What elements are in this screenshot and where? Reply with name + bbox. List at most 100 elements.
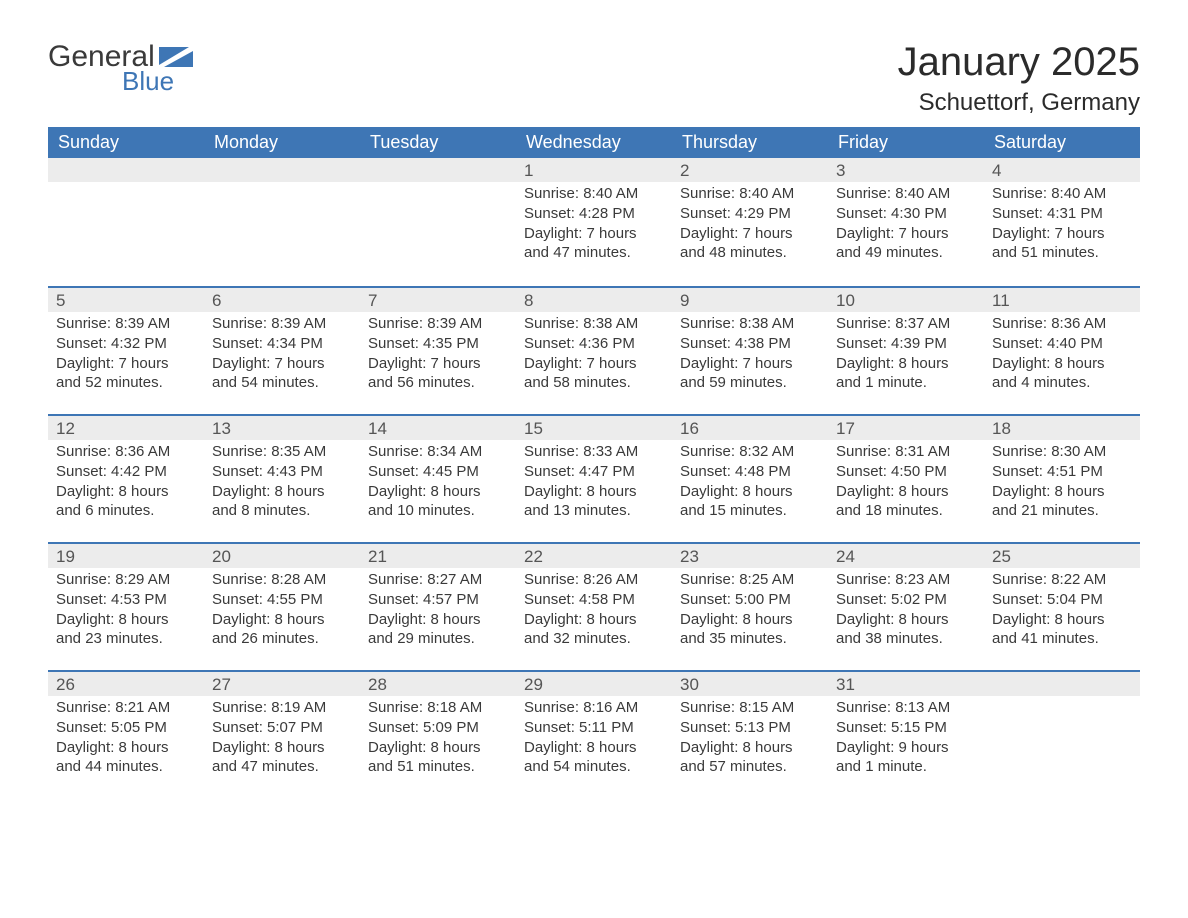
sunset-line: Sunset: 5:04 PM — [992, 590, 1140, 610]
sunrise-line: Sunrise: 8:40 AM — [524, 184, 672, 204]
day-body: Sunrise: 8:16 AMSunset: 5:11 PMDaylight:… — [516, 696, 672, 785]
day-number: 22 — [516, 544, 672, 568]
day-number: 2 — [672, 158, 828, 182]
daylight-line-2: and 35 minutes. — [680, 629, 828, 649]
daylight-line-1: Daylight: 8 hours — [524, 738, 672, 758]
day-body: Sunrise: 8:34 AMSunset: 4:45 PMDaylight:… — [360, 440, 516, 529]
day-body: Sunrise: 8:40 AMSunset: 4:29 PMDaylight:… — [672, 182, 828, 271]
day-number: 29 — [516, 672, 672, 696]
sunrise-line: Sunrise: 8:32 AM — [680, 442, 828, 462]
daylight-line-2: and 8 minutes. — [212, 501, 360, 521]
daylight-line-2: and 54 minutes. — [212, 373, 360, 393]
sunset-line: Sunset: 4:29 PM — [680, 204, 828, 224]
daylight-line-2: and 18 minutes. — [836, 501, 984, 521]
day-body: Sunrise: 8:29 AMSunset: 4:53 PMDaylight:… — [48, 568, 204, 657]
day-body: Sunrise: 8:27 AMSunset: 4:57 PMDaylight:… — [360, 568, 516, 657]
day-cell: 14Sunrise: 8:34 AMSunset: 4:45 PMDayligh… — [360, 416, 516, 542]
day-body: Sunrise: 8:23 AMSunset: 5:02 PMDaylight:… — [828, 568, 984, 657]
sunset-line: Sunset: 4:47 PM — [524, 462, 672, 482]
weekday-header-row: Sunday Monday Tuesday Wednesday Thursday… — [48, 127, 1140, 158]
day-body: Sunrise: 8:32 AMSunset: 4:48 PMDaylight:… — [672, 440, 828, 529]
weekday-header: Wednesday — [516, 127, 672, 158]
calendar: Sunday Monday Tuesday Wednesday Thursday… — [48, 127, 1140, 798]
daylight-line-1: Daylight: 7 hours — [56, 354, 204, 374]
sunset-line: Sunset: 5:13 PM — [680, 718, 828, 738]
daylight-line-2: and 13 minutes. — [524, 501, 672, 521]
sunset-line: Sunset: 5:09 PM — [368, 718, 516, 738]
daylight-line-1: Daylight: 7 hours — [524, 224, 672, 244]
week-row: 19Sunrise: 8:29 AMSunset: 4:53 PMDayligh… — [48, 542, 1140, 670]
weekday-header: Sunday — [48, 127, 204, 158]
day-number: 1 — [516, 158, 672, 182]
daylight-line-2: and 51 minutes. — [368, 757, 516, 777]
daylight-line-1: Daylight: 8 hours — [992, 354, 1140, 374]
sunrise-line: Sunrise: 8:27 AM — [368, 570, 516, 590]
logo-flag-icon — [159, 47, 193, 67]
sunrise-line: Sunrise: 8:40 AM — [992, 184, 1140, 204]
day-body: Sunrise: 8:40 AMSunset: 4:30 PMDaylight:… — [828, 182, 984, 271]
sunset-line: Sunset: 4:50 PM — [836, 462, 984, 482]
day-cell — [204, 158, 360, 286]
sunset-line: Sunset: 5:07 PM — [212, 718, 360, 738]
day-number: 11 — [984, 288, 1140, 312]
daylight-line-2: and 32 minutes. — [524, 629, 672, 649]
sunset-line: Sunset: 5:11 PM — [524, 718, 672, 738]
sunset-line: Sunset: 4:35 PM — [368, 334, 516, 354]
day-number: 16 — [672, 416, 828, 440]
day-number: 27 — [204, 672, 360, 696]
day-body: Sunrise: 8:40 AMSunset: 4:31 PMDaylight:… — [984, 182, 1140, 271]
sunrise-line: Sunrise: 8:28 AM — [212, 570, 360, 590]
day-number: 9 — [672, 288, 828, 312]
day-body: Sunrise: 8:30 AMSunset: 4:51 PMDaylight:… — [984, 440, 1140, 529]
day-body: Sunrise: 8:39 AMSunset: 4:32 PMDaylight:… — [48, 312, 204, 401]
day-body: Sunrise: 8:33 AMSunset: 4:47 PMDaylight:… — [516, 440, 672, 529]
daylight-line-1: Daylight: 9 hours — [836, 738, 984, 758]
day-number: 17 — [828, 416, 984, 440]
daylight-line-1: Daylight: 8 hours — [56, 482, 204, 502]
day-cell: 24Sunrise: 8:23 AMSunset: 5:02 PMDayligh… — [828, 544, 984, 670]
day-number: 6 — [204, 288, 360, 312]
daylight-line-1: Daylight: 8 hours — [680, 482, 828, 502]
day-number: 5 — [48, 288, 204, 312]
day-cell: 28Sunrise: 8:18 AMSunset: 5:09 PMDayligh… — [360, 672, 516, 798]
sunrise-line: Sunrise: 8:26 AM — [524, 570, 672, 590]
day-number — [360, 158, 516, 182]
day-body: Sunrise: 8:19 AMSunset: 5:07 PMDaylight:… — [204, 696, 360, 785]
daylight-line-1: Daylight: 8 hours — [524, 610, 672, 630]
day-body: Sunrise: 8:37 AMSunset: 4:39 PMDaylight:… — [828, 312, 984, 401]
day-number: 7 — [360, 288, 516, 312]
day-cell: 11Sunrise: 8:36 AMSunset: 4:40 PMDayligh… — [984, 288, 1140, 414]
day-body: Sunrise: 8:31 AMSunset: 4:50 PMDaylight:… — [828, 440, 984, 529]
sunrise-line: Sunrise: 8:35 AM — [212, 442, 360, 462]
daylight-line-1: Daylight: 8 hours — [992, 482, 1140, 502]
daylight-line-2: and 21 minutes. — [992, 501, 1140, 521]
day-number: 4 — [984, 158, 1140, 182]
sunset-line: Sunset: 4:36 PM — [524, 334, 672, 354]
day-body: Sunrise: 8:36 AMSunset: 4:42 PMDaylight:… — [48, 440, 204, 529]
sunset-line: Sunset: 5:05 PM — [56, 718, 204, 738]
daylight-line-1: Daylight: 8 hours — [836, 482, 984, 502]
title-block: January 2025 Schuettorf, Germany — [898, 40, 1140, 117]
day-body: Sunrise: 8:28 AMSunset: 4:55 PMDaylight:… — [204, 568, 360, 657]
logo: General Blue — [48, 40, 193, 97]
daylight-line-2: and 38 minutes. — [836, 629, 984, 649]
daylight-line-2: and 44 minutes. — [56, 757, 204, 777]
sunrise-line: Sunrise: 8:31 AM — [836, 442, 984, 462]
sunset-line: Sunset: 4:39 PM — [836, 334, 984, 354]
day-body: Sunrise: 8:26 AMSunset: 4:58 PMDaylight:… — [516, 568, 672, 657]
day-cell: 4Sunrise: 8:40 AMSunset: 4:31 PMDaylight… — [984, 158, 1140, 286]
daylight-line-1: Daylight: 8 hours — [212, 610, 360, 630]
sunset-line: Sunset: 4:42 PM — [56, 462, 204, 482]
daylight-line-1: Daylight: 7 hours — [368, 354, 516, 374]
daylight-line-1: Daylight: 7 hours — [212, 354, 360, 374]
day-cell: 17Sunrise: 8:31 AMSunset: 4:50 PMDayligh… — [828, 416, 984, 542]
sunrise-line: Sunrise: 8:34 AM — [368, 442, 516, 462]
sunrise-line: Sunrise: 8:36 AM — [992, 314, 1140, 334]
day-number: 28 — [360, 672, 516, 696]
day-number: 12 — [48, 416, 204, 440]
day-body: Sunrise: 8:38 AMSunset: 4:38 PMDaylight:… — [672, 312, 828, 401]
sunrise-line: Sunrise: 8:19 AM — [212, 698, 360, 718]
sunrise-line: Sunrise: 8:39 AM — [56, 314, 204, 334]
weekday-header: Tuesday — [360, 127, 516, 158]
day-cell: 19Sunrise: 8:29 AMSunset: 4:53 PMDayligh… — [48, 544, 204, 670]
